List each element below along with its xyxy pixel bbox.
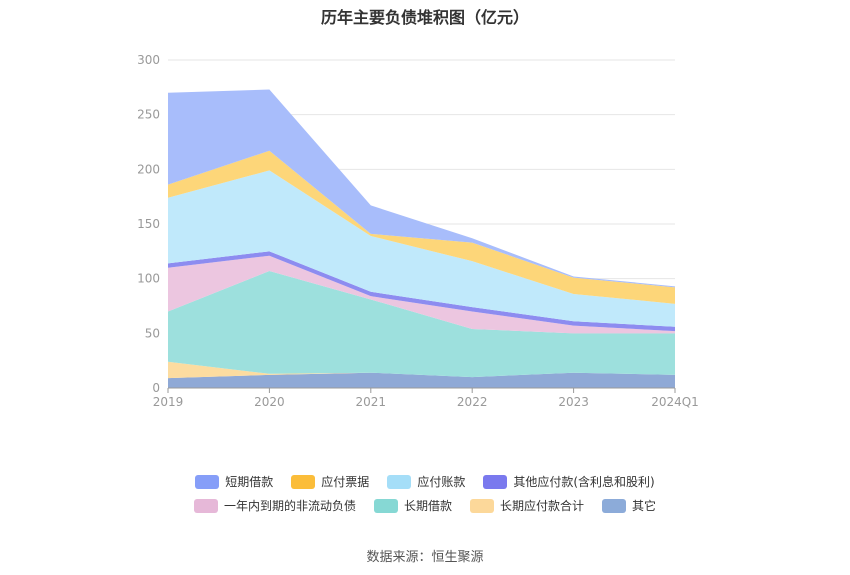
y-tick-label: 50	[145, 326, 160, 340]
legend-label: 一年内到期的非流动负债	[223, 499, 356, 513]
y-tick-label: 0	[152, 381, 160, 395]
legend-item[interactable]: 一年内到期的非流动负债	[193, 497, 356, 514]
area-其他应付款(含利息和股利)	[168, 251, 675, 332]
stacked-area-chart: 0 50 100 150 200 250 300 2019 2020 2021 2022 2023 20…	[137, 53, 699, 409]
legend-item[interactable]: 其它	[602, 497, 656, 514]
legend-item[interactable]: 应付票据	[291, 473, 369, 490]
area-应付票据	[168, 150, 675, 304]
area-其它	[168, 372, 675, 388]
x-tick-label: 2021	[356, 395, 387, 409]
y-tick-label: 150	[137, 217, 160, 231]
area-一年内到期的非流动负债	[168, 255, 675, 334]
y-tick-label: 200	[137, 162, 160, 176]
legend-item[interactable]: 长期应付款合计	[470, 497, 584, 514]
y-tick-label: 100	[137, 272, 160, 286]
x-tick-label: 2019	[153, 395, 184, 409]
y-tick-label: 300	[137, 53, 160, 67]
legend-label: 长期应付款合计	[500, 499, 585, 513]
legend-item[interactable]: 长期借款	[373, 497, 452, 514]
area-短期借款	[168, 89, 675, 288]
legend-item[interactable]: 其他应付款(含利息和股利)	[483, 473, 655, 490]
legend-swatch	[195, 474, 220, 489]
x-tick-label: 2020	[254, 395, 285, 409]
y-tick-label: 250	[137, 108, 160, 122]
legend-item[interactable]: 短期借款	[195, 473, 273, 490]
legend-swatch	[291, 474, 316, 489]
legend-swatch	[470, 498, 494, 513]
legend-label: 长期借款	[403, 499, 452, 513]
legend-row-2: 一年内到期的非流动负债 长期借款 长期应付款合计 其它	[0, 497, 850, 514]
legend-item[interactable]: 应付账款	[387, 473, 465, 490]
legend-swatch	[387, 474, 412, 489]
legend-swatch	[483, 474, 508, 489]
legend-label: 应付票据	[321, 475, 370, 489]
area-长期应付款合计	[168, 361, 675, 379]
x-tick-label: 2022	[457, 395, 488, 409]
legend-label: 短期借款	[225, 475, 274, 489]
legend-swatch	[602, 498, 627, 513]
chart-title: 历年主要负债堆积图（亿元）	[320, 8, 529, 27]
legend-label: 其它	[632, 499, 657, 513]
legend-label: 其他应付款(含利息和股利)	[513, 475, 655, 489]
legend-swatch	[373, 498, 398, 513]
area-长期借款	[168, 271, 675, 378]
legend-swatch	[193, 498, 218, 513]
x-tick-label: 2023	[558, 395, 589, 409]
legend-label: 应付账款	[417, 475, 466, 489]
legend-row-1: 短期借款 应付票据 应付账款 其他应付款(含利息和股利)	[0, 473, 850, 490]
data-source: 数据来源：恒生聚源	[366, 550, 484, 565]
x-tick-label: 2024Q1	[651, 395, 699, 409]
